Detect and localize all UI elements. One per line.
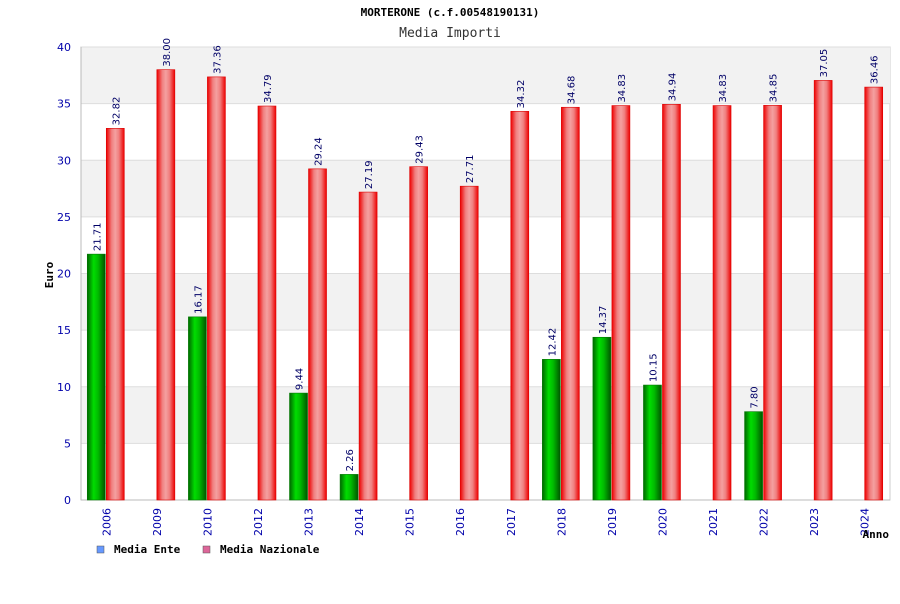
y-axis-label: Euro (43, 261, 56, 288)
x-tick-label: 2006 (100, 508, 113, 536)
value-label: 29.43 (415, 135, 426, 164)
x-tick-label: 2010 (201, 508, 214, 536)
bar-media-nazionale (459, 185, 479, 501)
bar-media-ente (289, 392, 308, 501)
value-label: 34.32 (516, 80, 527, 109)
x-tick-label: 2014 (353, 508, 366, 536)
bar-media-nazionale (257, 105, 277, 501)
value-label: 34.83 (617, 74, 628, 103)
bar-media-nazionale (662, 104, 681, 501)
bar-media-nazionale (358, 191, 378, 501)
x-tick-label: 2017 (505, 508, 518, 536)
value-label: 10.15 (648, 353, 659, 382)
value-label: 27.71 (465, 155, 476, 184)
legend-label-media-ente: Media Ente (114, 543, 181, 556)
y-tick-label: 25 (57, 211, 71, 224)
y-tick-label: 10 (57, 381, 71, 394)
value-label: 29.24 (314, 137, 325, 166)
value-label: 34.79 (263, 74, 274, 103)
bar-media-nazionale (409, 166, 428, 501)
bar-media-nazionale (510, 111, 530, 501)
bar-media-nazionale (611, 105, 631, 501)
x-tick-label: 2018 (555, 508, 568, 536)
bar-media-ente (643, 384, 662, 501)
value-label: 36.46 (870, 55, 881, 84)
legend: Media Ente Media Nazionale (96, 543, 320, 556)
bar-media-ente (592, 336, 612, 501)
y-tick-label: 0 (64, 494, 71, 507)
value-label: 38.00 (162, 38, 173, 67)
bar-media-nazionale (105, 128, 125, 501)
bar-media-nazionale (156, 69, 176, 501)
bar-media-ente (339, 474, 359, 501)
chart-title: MORTERONE (c.f.00548190131) (361, 6, 540, 19)
x-axis-ticks: 2006 2009 2010 2012 2013 2014 2015 2016 2017 2018… (100, 508, 871, 536)
y-tick-label: 40 (57, 41, 71, 54)
y-axis-ticks: 0 5 10 15 20 25 30 35 40 (57, 41, 71, 507)
x-tick-label: 2012 (252, 508, 265, 536)
value-labels: 21.71 16.17 9.44 2.26 12.42 14.37 10.15 7.80 32.… (92, 38, 880, 471)
value-label: 37.36 (212, 45, 223, 74)
y-tick-label: 20 (57, 268, 71, 281)
value-label: 34.83 (718, 74, 729, 103)
bar-media-nazionale (864, 86, 884, 501)
bars (86, 69, 884, 501)
x-tick-label: 2013 (303, 508, 316, 536)
bar-media-ente (542, 359, 561, 501)
value-label: 21.71 (92, 222, 103, 251)
y-tick-label: 35 (57, 98, 71, 111)
x-axis-label: Anno (863, 528, 890, 541)
x-tick-label: 2019 (606, 508, 619, 536)
value-label: 7.80 (750, 386, 761, 408)
value-label: 37.05 (819, 49, 830, 78)
legend-swatch-media-nazionale (202, 545, 211, 554)
bar-media-nazionale (712, 105, 732, 501)
value-label: 12.42 (547, 328, 558, 357)
value-label: 2.26 (345, 449, 356, 471)
bar-media-nazionale (561, 106, 580, 501)
x-tick-label: 2015 (404, 508, 417, 536)
x-tick-label: 2009 (151, 508, 164, 536)
x-tick-label: 2016 (454, 508, 467, 536)
bar-media-nazionale (813, 80, 833, 501)
value-label: 34.85 (769, 74, 780, 103)
y-tick-label: 30 (57, 154, 71, 167)
y-tick-label: 5 (64, 437, 71, 450)
value-label: 32.82 (111, 97, 122, 126)
x-tick-label: 2022 (758, 508, 771, 536)
value-label: 16.17 (193, 285, 204, 314)
bar-media-ente (188, 316, 207, 501)
chart-subtitle: Media Importi (399, 26, 501, 41)
bar-media-nazionale (763, 105, 782, 501)
bar-media-ente (86, 253, 106, 501)
value-label: 9.44 (295, 368, 306, 390)
bar-media-nazionale (308, 168, 327, 501)
value-label: 34.68 (566, 76, 577, 105)
bar-media-nazionale (207, 76, 226, 501)
legend-swatch-media-ente (96, 545, 105, 554)
x-tick-label: 2024 (859, 508, 872, 536)
x-tick-label: 2023 (808, 508, 821, 536)
value-label: 27.19 (364, 160, 375, 189)
x-tick-label: 2020 (656, 508, 669, 536)
legend-label-media-nazionale: Media Nazionale (220, 543, 320, 556)
value-label: 14.37 (598, 306, 609, 335)
value-label: 34.94 (667, 73, 678, 102)
x-tick-label: 2021 (707, 508, 720, 536)
bar-media-ente (744, 411, 763, 501)
y-tick-label: 15 (57, 324, 71, 337)
